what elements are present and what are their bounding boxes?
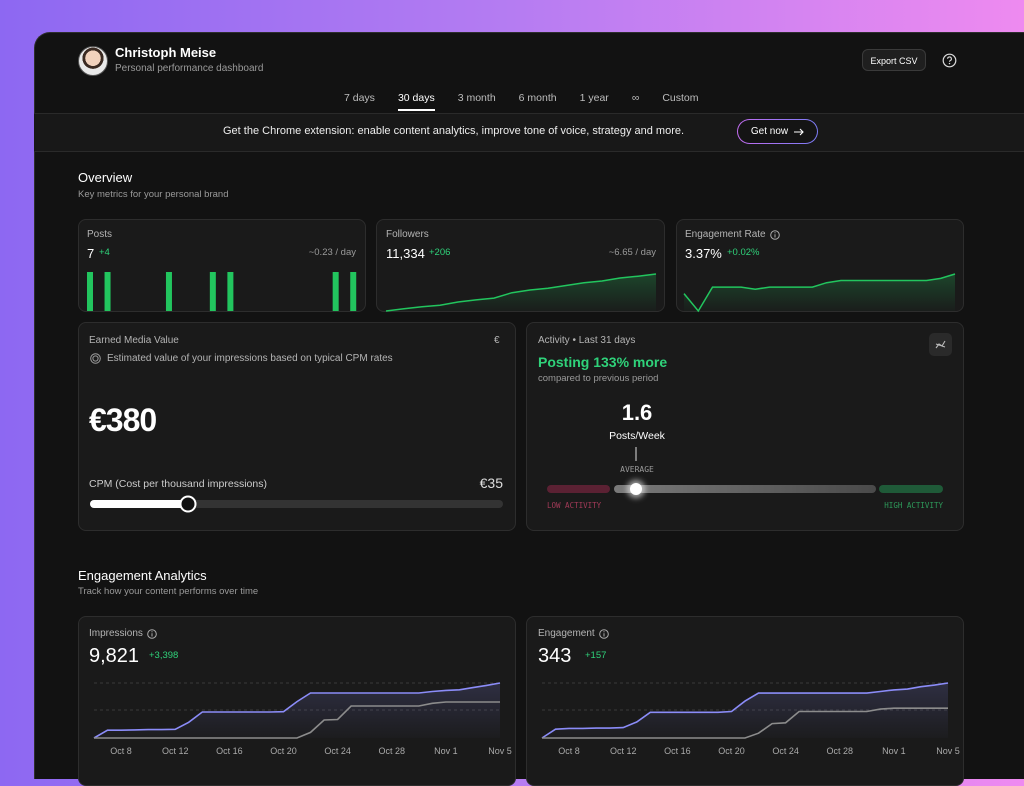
impressions-card [78, 616, 516, 786]
low-label: LOW ACTIVITY [547, 501, 602, 510]
posts-card [78, 219, 366, 312]
card-value: 343 [538, 645, 572, 667]
label-text: Engagement [538, 628, 595, 639]
card-description: Estimated value of your impressions base… [107, 353, 393, 364]
info-icon[interactable] [147, 628, 157, 639]
cpm-value: €35 [479, 475, 503, 491]
user-name: Christoph Meise [115, 45, 217, 60]
card-label: Engagement [538, 628, 609, 639]
cpm-label: CPM (Cost per thousand impressions) [89, 478, 267, 490]
coin-icon [90, 353, 101, 364]
card-label: Earned Media Value [89, 335, 179, 346]
help-icon[interactable] [942, 53, 957, 68]
info-icon[interactable] [769, 229, 780, 240]
card-value: 3.37% [685, 246, 722, 261]
activity-subline: compared to previous period [538, 373, 659, 384]
trend-icon [935, 340, 946, 349]
card-label: Followers [386, 229, 429, 240]
period-tab[interactable]: 1 year [579, 92, 609, 104]
card-label: Engagement Rate [685, 229, 780, 240]
period-tab[interactable]: 6 month [518, 92, 557, 104]
trend-toggle[interactable] [929, 333, 952, 356]
engagement-card [526, 616, 964, 786]
user-subtitle: Personal performance dashboard [115, 63, 264, 74]
card-value: 11,334 [386, 246, 425, 261]
earned-value: €380 [89, 402, 157, 438]
card-delta: +0.02% [727, 247, 760, 258]
button-label: Get now [750, 126, 789, 137]
banner-text: Get the Chrome extension: enable content… [223, 125, 685, 137]
currency-mark: € [494, 335, 500, 346]
period-tab[interactable]: ∞ [631, 92, 640, 104]
period-tab[interactable]: 3 month [457, 92, 496, 104]
arrow-icon [794, 128, 804, 135]
card-value: 7 [87, 246, 95, 261]
card-rate: ~0.23 / day [308, 247, 356, 258]
activity-headline: Posting 133% more [538, 354, 668, 370]
section-title: Engagement Analytics [78, 568, 207, 583]
card-label: Activity • Last 31 days [538, 335, 636, 346]
promo-banner [34, 113, 1024, 152]
label-text: Impressions [89, 628, 143, 639]
label-text: Engagement Rate [685, 229, 766, 240]
earned-media-card [78, 322, 516, 531]
period-tabs: 7 days 30 days 3 month 6 month 1 year ∞ Custom [344, 92, 699, 111]
period-tab[interactable]: 7 days [344, 92, 375, 104]
get-now-button[interactable]: Get now [737, 119, 818, 144]
get-now-inner: Get now [738, 120, 817, 143]
avatar [78, 46, 108, 76]
section-subtitle: Track how your content performs over tim… [78, 586, 259, 597]
period-tab[interactable]: Custom [662, 92, 699, 104]
average-marker: AVERAGE [620, 465, 654, 474]
section-title: Overview [78, 170, 133, 185]
card-value: 9,821 [89, 645, 140, 667]
period-tab[interactable]: 30 days [397, 92, 435, 111]
card-delta: +206 [429, 247, 451, 258]
info-icon[interactable] [598, 628, 609, 639]
card-delta: +4 [99, 247, 110, 258]
activity-value: 1.6 [621, 400, 653, 425]
activity-unit: Posts/Week [609, 430, 665, 442]
section-subtitle: Key metrics for your personal brand [78, 189, 229, 200]
card-rate: ~6.65 / day [608, 247, 656, 258]
export-button[interactable]: Export CSV [862, 49, 926, 71]
card-delta: +157 [585, 650, 607, 661]
card-label: Posts [87, 229, 113, 240]
card-delta: +3,398 [149, 650, 179, 661]
card-label: Impressions [89, 628, 157, 639]
high-label: HIGH ACTIVITY [884, 501, 943, 510]
activity-card [526, 322, 964, 531]
